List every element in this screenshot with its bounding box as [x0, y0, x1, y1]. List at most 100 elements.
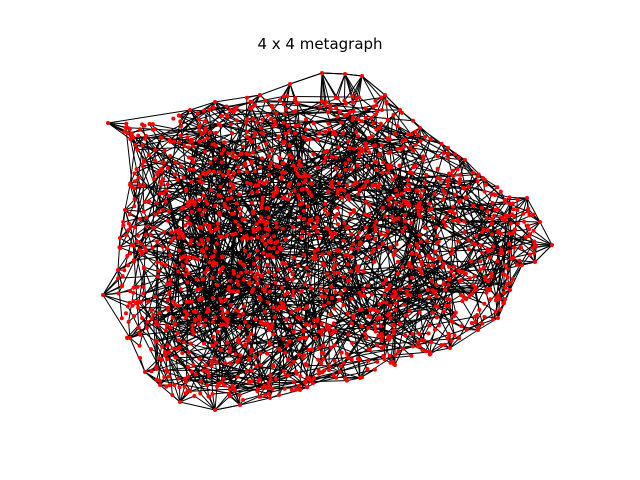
- graph-node: [297, 383, 301, 388]
- graph-node: [364, 144, 368, 149]
- graph-node: [442, 309, 447, 314]
- graph-node: [171, 139, 176, 144]
- graph-edge: [251, 337, 303, 382]
- graph-node: [393, 174, 398, 179]
- graph-node: [185, 374, 190, 379]
- graph-edge: [449, 329, 479, 349]
- graph-edge: [351, 248, 384, 284]
- graph-node: [378, 121, 383, 126]
- graph-node: [491, 317, 495, 322]
- graph-node: [328, 106, 333, 111]
- graph-node: [271, 332, 276, 337]
- graph-node: [331, 132, 336, 136]
- graph-node: [456, 199, 461, 204]
- graph-node: [343, 101, 348, 106]
- graph-edge: [358, 231, 376, 272]
- graph-node: [347, 110, 352, 115]
- graph-node: [405, 289, 410, 294]
- graph-node: [234, 201, 239, 206]
- graph-node: [382, 357, 387, 362]
- graph-node: [392, 363, 397, 367]
- graph-node: [441, 282, 446, 287]
- graph-node: [312, 249, 317, 254]
- graph-node: [305, 385, 310, 390]
- graph-node: [480, 321, 485, 326]
- graph-edge: [454, 153, 493, 204]
- graph-edge: [394, 351, 431, 356]
- graph-node: [462, 230, 467, 235]
- graph-node: [484, 286, 489, 291]
- graph-node: [367, 347, 372, 352]
- graph-node: [349, 321, 354, 326]
- graph-edge: [306, 267, 323, 353]
- graph-node: [430, 310, 435, 315]
- graph-node: [351, 182, 356, 187]
- graph-node: [395, 146, 400, 151]
- graph-node: [249, 349, 254, 354]
- graph-node: [343, 252, 348, 257]
- graph-node: [183, 223, 188, 228]
- graph-node: [471, 170, 476, 175]
- graph-edge: [251, 162, 340, 184]
- graph-node: [203, 149, 207, 154]
- graph-edge: [334, 249, 375, 260]
- graph-node: [388, 150, 393, 155]
- graph-node: [167, 290, 172, 295]
- graph-node: [156, 274, 160, 279]
- graph-node: [532, 239, 537, 244]
- graph-node: [384, 300, 389, 305]
- graph-node: [248, 106, 252, 111]
- graph-node: [240, 236, 245, 241]
- graph-node: [381, 281, 386, 286]
- graph-node: [268, 373, 273, 378]
- graph-node: [508, 280, 513, 285]
- graph-edge: [252, 102, 298, 108]
- graph-node: [277, 347, 282, 352]
- graph-node: [346, 332, 351, 337]
- graph-node: [228, 303, 233, 307]
- graph-edge: [142, 165, 145, 212]
- graph-node: [271, 190, 276, 195]
- graph-edge: [395, 179, 409, 191]
- graph-node: [503, 213, 508, 218]
- graph-node: [388, 360, 393, 365]
- graph-node: [378, 324, 383, 329]
- graph-node: [334, 166, 339, 171]
- graph-node: [212, 356, 217, 361]
- graph-node: [152, 127, 157, 131]
- graph-edge: [258, 184, 311, 221]
- graph-node: [186, 350, 191, 355]
- graph-edge: [180, 109, 191, 127]
- graph-node: [165, 298, 170, 303]
- graph-edge: [253, 210, 305, 265]
- graph-node: [386, 166, 391, 171]
- graph-node: [445, 151, 450, 156]
- graph-edge: [305, 338, 316, 365]
- graph-edge: [295, 168, 338, 194]
- graph-node: [178, 400, 182, 404]
- graph-node: [407, 308, 412, 313]
- graph-node: [432, 191, 437, 196]
- graph-node: [292, 359, 296, 364]
- graph-edge: [102, 285, 123, 296]
- graph-node: [124, 121, 129, 126]
- graph-node: [298, 388, 302, 392]
- graph-node: [309, 193, 314, 198]
- graph-node: [214, 241, 219, 246]
- graph-node: [507, 201, 512, 206]
- graph-node: [372, 247, 377, 252]
- graph-node: [199, 238, 204, 242]
- graph-node: [208, 160, 213, 165]
- graph-edge: [124, 184, 131, 211]
- graph-node: [532, 250, 537, 255]
- graph-node: [270, 386, 275, 391]
- graph-node: [351, 313, 355, 318]
- graph-node: [322, 207, 327, 212]
- graph-node: [456, 239, 461, 244]
- graph-node: [284, 317, 289, 322]
- graph-edge: [519, 260, 536, 263]
- graph-node: [253, 130, 258, 135]
- graph-node: [363, 141, 368, 146]
- graph-node: [279, 247, 284, 252]
- graph-edge: [328, 141, 349, 230]
